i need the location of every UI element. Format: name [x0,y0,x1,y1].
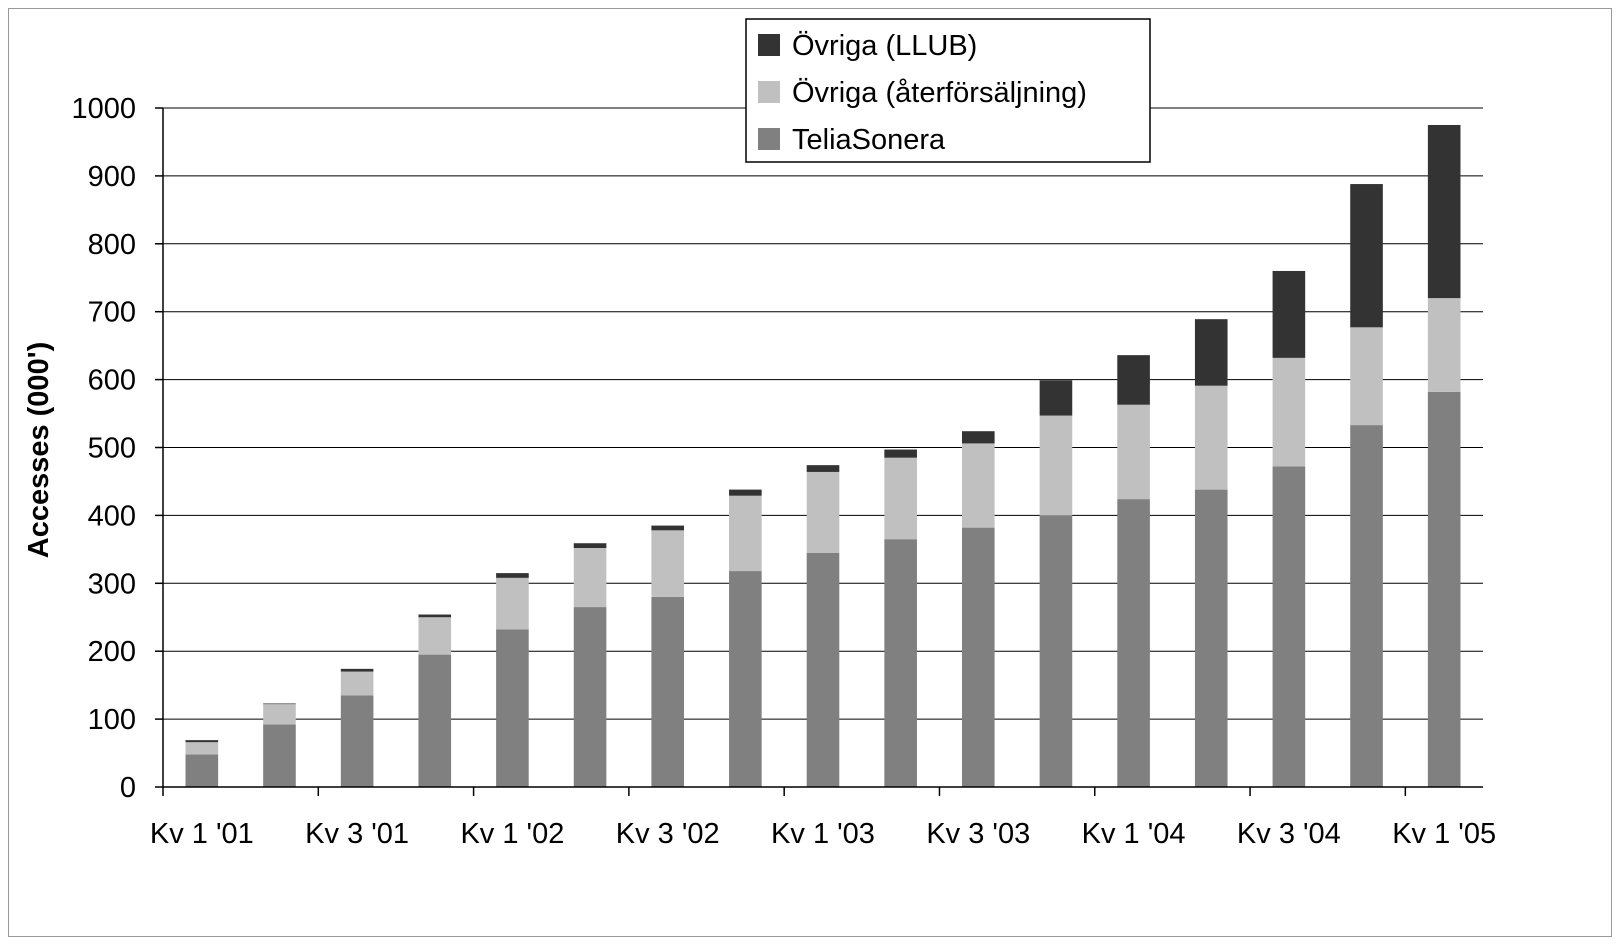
bar-segment [1427,391,1461,787]
legend-swatch [758,128,780,150]
bar-segment [651,530,685,597]
y-tick-label: 800 [88,229,136,261]
bar-segment [418,617,452,655]
bar-segment [340,668,374,672]
legend-label: Övriga (LLUB) [792,30,977,62]
y-tick-label: 700 [88,297,136,329]
y-tick-labels: 0 100 200 300 400 500 600 700 800 900 1000 [71,93,136,804]
legend: Övriga (LLUB) Övriga (återförsäljning) Tel… [745,18,1151,163]
y-tick-label: 0 [120,772,136,804]
bar-segment [884,539,917,787]
bar-segment [418,614,452,618]
x-tick-label: Kv 3 '01 [305,818,409,850]
bar-segment [263,703,296,705]
bar-segment [729,495,762,572]
bar-segment [1350,327,1383,426]
bar-segment [806,465,840,472]
bar-segment [651,596,685,787]
bar-segment [1272,466,1306,787]
bar-segment [806,471,840,553]
y-tick-label: 1000 [71,93,136,125]
legend-label: TeliaSonera [792,124,946,156]
bar-segment [729,571,762,787]
bar-segment [1272,270,1306,358]
bar-segment [418,654,452,787]
bar-segment [1272,357,1306,467]
chart-frame [8,8,1612,937]
bar-segment [573,543,607,548]
bar-segment [185,742,219,755]
bar-segment [263,724,296,787]
gridlines [155,107,1483,788]
bar-segment [961,431,995,444]
y-tick-label: 600 [88,365,136,397]
bar-segment [496,629,529,787]
legend-box [745,18,1151,163]
legend-swatch [758,34,780,56]
bar-segment [185,740,219,743]
bar-segment [961,443,995,528]
bar-segment [806,552,840,787]
y-tick-label: 900 [88,161,136,193]
bar-segment [496,573,529,578]
legend-label: Övriga (återförsäljning) [792,77,1087,109]
bar-segment [1117,355,1150,405]
y-axis-title: Accesses (000') [23,342,55,559]
bar-segment [1117,499,1150,787]
bar-segment [884,449,917,458]
y-tick-label: 100 [88,704,136,736]
bar-segment [729,489,762,496]
bar-segment [340,695,374,787]
bar-segment [651,525,685,531]
bar-segment [1039,380,1073,416]
bar-segment [884,457,917,540]
y-tick-label: 500 [88,433,136,465]
bar-segment [1039,515,1073,787]
bar-segment [263,704,296,725]
legend-swatch [758,81,780,103]
bar-segment [961,527,995,787]
axes [162,108,1483,796]
bar-segment [1194,385,1228,490]
bar-segment [496,577,529,630]
bar-segment [1350,184,1383,328]
bar-segment [1117,404,1150,500]
x-tick-labels: Kv 1 '01 Kv 3 '01 Kv 1 '02 Kv 3 '02 Kv 1 '03… [150,818,1496,850]
bar-segment [340,671,374,696]
x-tick-label: Kv 1 '02 [460,818,564,850]
x-tick-label: Kv 3 '02 [616,818,720,850]
bar-segment [185,754,219,787]
y-tick-label: 200 [88,636,136,668]
bar-segment [1350,425,1383,787]
y-tick-label: 300 [88,568,136,600]
x-tick-label: Kv 3 '04 [1237,818,1341,850]
x-tick-label: Kv 1 '03 [771,818,875,850]
bar-segment [573,607,607,787]
bar-segment [1194,319,1228,386]
x-tick-label: Kv 1 '01 [150,818,254,850]
x-tick-label: Kv 1 '05 [1392,818,1496,850]
bar-segment [1427,124,1461,299]
bar-segment [1194,489,1228,787]
bar-segment [573,547,607,608]
y-tick-label: 400 [88,500,136,532]
x-tick-label: Kv 3 '03 [926,818,1030,850]
bars [185,124,1461,787]
x-tick-label: Kv 1 '04 [1082,818,1186,850]
bar-segment [1039,415,1073,516]
bar-segment [1427,298,1461,392]
